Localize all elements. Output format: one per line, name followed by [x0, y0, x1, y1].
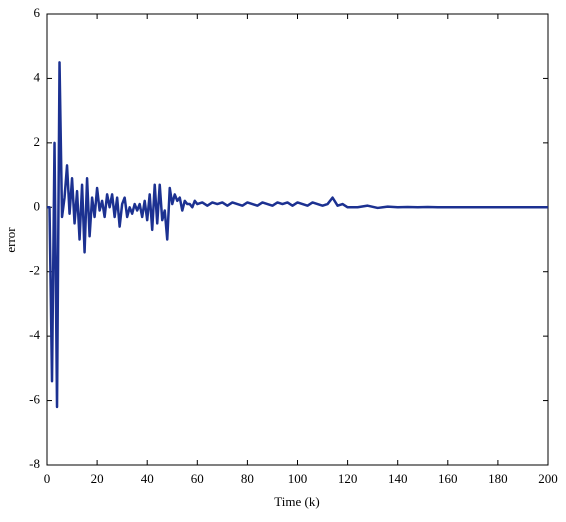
x-tick-label: 140	[388, 471, 408, 486]
x-tick-label: 60	[191, 471, 204, 486]
y-tick-label: -8	[29, 456, 40, 471]
x-tick-label: 200	[538, 471, 558, 486]
y-tick-label: -4	[29, 327, 40, 342]
x-tick-label: 40	[141, 471, 154, 486]
y-tick-label: 0	[34, 198, 41, 213]
y-tick-label: 6	[34, 5, 41, 20]
x-axis-label: Time (k)	[274, 494, 319, 509]
x-tick-label: 0	[44, 471, 51, 486]
y-tick-label: 4	[34, 69, 41, 84]
x-tick-label: 180	[488, 471, 508, 486]
data-line	[47, 61, 548, 409]
y-tick-label: 2	[34, 134, 41, 149]
y-tick-label: -6	[29, 392, 40, 407]
plot-frame	[46, 13, 549, 466]
y-axis-label: error	[3, 227, 18, 253]
y-tick-label: -2	[29, 263, 40, 278]
x-tick-label: 100	[288, 471, 308, 486]
x-tick-label: 120	[338, 471, 358, 486]
x-tick-label: 80	[241, 471, 254, 486]
x-tick-label: 20	[91, 471, 104, 486]
x-tick-label: 160	[438, 471, 458, 486]
